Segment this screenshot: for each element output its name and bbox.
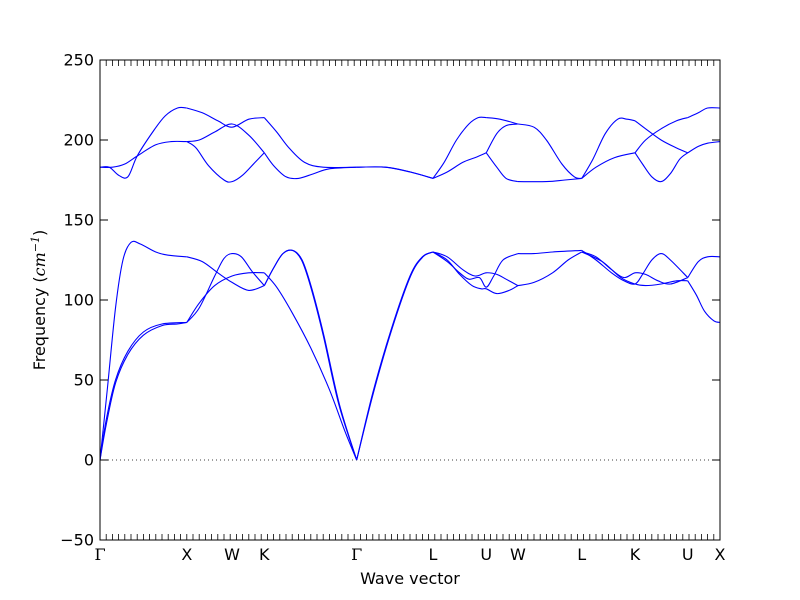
band-line-30 bbox=[432, 152, 487, 179]
band-line-26 bbox=[263, 152, 357, 180]
band-line-4 bbox=[186, 252, 265, 323]
high-symmetry-label: K bbox=[630, 545, 641, 564]
band-line-17 bbox=[581, 249, 689, 285]
high-symmetry-label: K bbox=[259, 545, 270, 564]
band-line-22 bbox=[99, 106, 187, 179]
band-line-31 bbox=[432, 116, 487, 179]
high-symmetry-label: W bbox=[224, 545, 240, 564]
band-line-41 bbox=[634, 152, 689, 183]
band-line-33 bbox=[486, 117, 519, 125]
band-line-12 bbox=[432, 251, 519, 295]
x-axis-label: Wave vector bbox=[360, 569, 460, 588]
band-line-11 bbox=[432, 251, 519, 287]
y-axis-label-unit: cm bbox=[30, 252, 49, 276]
y-tick-label: 250 bbox=[63, 51, 94, 70]
band-line-42 bbox=[687, 107, 721, 119]
y-axis-label-paren-close: ) bbox=[30, 230, 49, 236]
band-line-14 bbox=[517, 251, 583, 287]
band-line-39 bbox=[634, 117, 688, 154]
high-symmetry-label: U bbox=[480, 545, 492, 564]
band-line-38 bbox=[581, 117, 636, 179]
band-line-13 bbox=[432, 251, 519, 288]
band-line-40 bbox=[634, 120, 688, 154]
high-symmetry-label: W bbox=[510, 545, 526, 564]
band-line-24 bbox=[186, 141, 265, 183]
band-line-36 bbox=[517, 177, 582, 183]
y-axis-label: Frequency (cm−1) bbox=[29, 230, 49, 371]
band-line-29 bbox=[356, 166, 434, 179]
band-line-3 bbox=[186, 272, 265, 323]
band-line-8 bbox=[263, 249, 358, 461]
band-line-25 bbox=[186, 107, 265, 128]
band-line-5 bbox=[186, 256, 265, 291]
high-symmetry-label: L bbox=[577, 545, 586, 564]
y-tick-label: 200 bbox=[63, 131, 94, 150]
band-line-6 bbox=[263, 272, 358, 461]
band-line-32 bbox=[485, 123, 518, 154]
y-tick-label: −50 bbox=[60, 531, 94, 550]
band-line-1 bbox=[99, 321, 187, 461]
x-minor-ticks bbox=[99, 60, 721, 540]
y-axis-label-unit-exp: −1 bbox=[29, 236, 42, 252]
high-symmetry-label: Γ bbox=[351, 545, 362, 564]
y-tick-label: 50 bbox=[74, 371, 94, 390]
plot-area bbox=[99, 106, 721, 461]
high-symmetry-label: X bbox=[715, 545, 726, 564]
y-tick-label: 150 bbox=[63, 211, 94, 230]
band-line-35 bbox=[517, 123, 582, 179]
high-symmetry-label: X bbox=[181, 545, 192, 564]
y-axis-label-paren-open: ( bbox=[30, 276, 49, 282]
y-axis-label-text: Frequency bbox=[30, 288, 49, 371]
band-line-20 bbox=[687, 280, 721, 323]
y-tick-label: 0 bbox=[84, 451, 94, 470]
band-line-10 bbox=[356, 251, 434, 461]
high-symmetry-label: U bbox=[682, 545, 694, 564]
band-line-15 bbox=[517, 249, 582, 255]
band-line-37 bbox=[581, 152, 636, 179]
band-line-19 bbox=[687, 255, 721, 278]
band-line-34 bbox=[485, 152, 519, 183]
high-symmetry-label: L bbox=[428, 545, 437, 564]
band-line-2 bbox=[99, 240, 187, 461]
y-tick-label: 100 bbox=[63, 291, 94, 310]
band-line-18 bbox=[581, 251, 688, 287]
band-line-0 bbox=[99, 321, 187, 461]
band-line-23 bbox=[186, 123, 265, 154]
high-symmetry-label: Γ bbox=[94, 545, 105, 564]
band-line-27 bbox=[263, 117, 357, 169]
band-line-43 bbox=[687, 141, 721, 154]
plot-frame bbox=[99, 59, 721, 541]
